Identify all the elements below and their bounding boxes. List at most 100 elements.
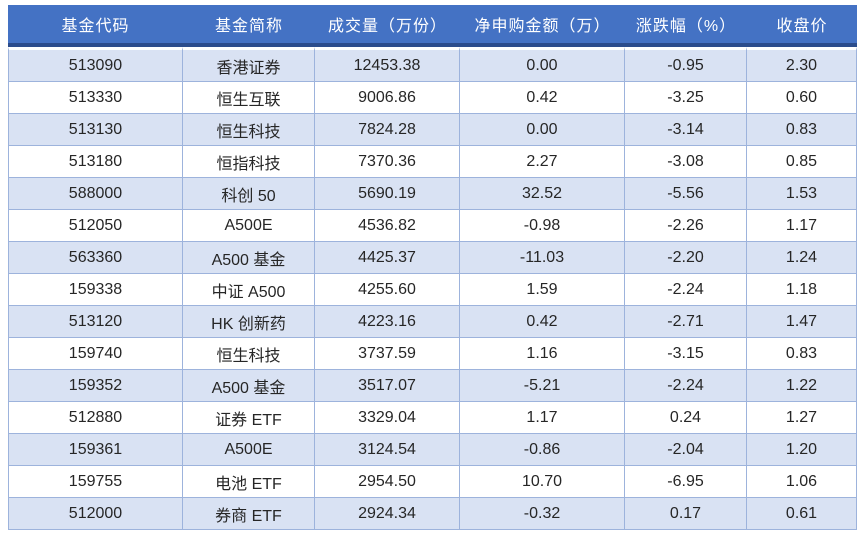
fund-name-cell: 恒生科技 <box>183 338 315 370</box>
fund-code-cell: 513330 <box>8 82 183 114</box>
fund-code-cell: 159352 <box>8 370 183 402</box>
change-pct-cell: -5.56 <box>625 178 747 210</box>
header-cell: 净申购金额（万） <box>460 5 625 47</box>
net-subscription-cell: -5.21 <box>460 370 625 402</box>
change-pct-cell: -2.04 <box>625 434 747 466</box>
fund-code-cell: 159755 <box>8 466 183 498</box>
fund-name-cell: A500E <box>183 434 315 466</box>
volume-cell: 3329.04 <box>315 402 460 434</box>
fund-data-table: 基金代码 基金简称 成交量（万份） 净申购金额（万） 涨跌幅（%） 收盘价 513090 香… <box>8 5 857 530</box>
net-subscription-cell: 0.42 <box>460 82 625 114</box>
close-price-cell: 0.61 <box>747 498 857 530</box>
fund-code-cell: 563360 <box>8 242 183 274</box>
net-subscription-cell: -0.86 <box>460 434 625 466</box>
table-row: 512050 A500E 4536.82 -0.98 -2.26 1.17 <box>8 210 857 242</box>
close-price-cell: 1.06 <box>747 466 857 498</box>
table-row: 513120 HK 创新药 4223.16 0.42 -2.71 1.47 <box>8 306 857 338</box>
net-subscription-cell: 1.17 <box>460 402 625 434</box>
close-price-cell: 1.20 <box>747 434 857 466</box>
fund-name-cell: HK 创新药 <box>183 306 315 338</box>
volume-cell: 3517.07 <box>315 370 460 402</box>
change-pct-cell: -3.14 <box>625 114 747 146</box>
change-pct-cell: -2.71 <box>625 306 747 338</box>
net-subscription-cell: 10.70 <box>460 466 625 498</box>
volume-cell: 4255.60 <box>315 274 460 306</box>
volume-cell: 9006.86 <box>315 82 460 114</box>
header-cell: 收盘价 <box>747 5 857 47</box>
table-row: 513180 恒指科技 7370.36 2.27 -3.08 0.85 <box>8 146 857 178</box>
fund-code-cell: 513130 <box>8 114 183 146</box>
fund-code-cell: 513090 <box>8 47 183 82</box>
fund-code-cell: 159361 <box>8 434 183 466</box>
volume-cell: 7824.28 <box>315 114 460 146</box>
change-pct-cell: -0.95 <box>625 47 747 82</box>
table-row: 512880 证券 ETF 3329.04 1.17 0.24 1.27 <box>8 402 857 434</box>
net-subscription-cell: 0.00 <box>460 114 625 146</box>
change-pct-cell: -2.20 <box>625 242 747 274</box>
volume-cell: 5690.19 <box>315 178 460 210</box>
volume-cell: 3737.59 <box>315 338 460 370</box>
fund-name-cell: A500 基金 <box>183 370 315 402</box>
net-subscription-cell: 32.52 <box>460 178 625 210</box>
fund-code-cell: 513120 <box>8 306 183 338</box>
change-pct-cell: -3.15 <box>625 338 747 370</box>
change-pct-cell: 0.17 <box>625 498 747 530</box>
volume-cell: 2954.50 <box>315 466 460 498</box>
table-row: 512000 券商 ETF 2924.34 -0.32 0.17 0.61 <box>8 498 857 530</box>
fund-code-cell: 512000 <box>8 498 183 530</box>
table-row: 159755 电池 ETF 2954.50 10.70 -6.95 1.06 <box>8 466 857 498</box>
fund-name-cell: A500E <box>183 210 315 242</box>
close-price-cell: 1.18 <box>747 274 857 306</box>
table-row: 588000 科创 50 5690.19 32.52 -5.56 1.53 <box>8 178 857 210</box>
net-subscription-cell: 0.00 <box>460 47 625 82</box>
close-price-cell: 1.27 <box>747 402 857 434</box>
volume-cell: 2924.34 <box>315 498 460 530</box>
net-subscription-cell: -0.98 <box>460 210 625 242</box>
fund-code-cell: 513180 <box>8 146 183 178</box>
volume-cell: 4223.16 <box>315 306 460 338</box>
header-cell: 基金代码 <box>8 5 183 47</box>
header-cell: 成交量（万份） <box>315 5 460 47</box>
table-row: 159361 A500E 3124.54 -0.86 -2.04 1.20 <box>8 434 857 466</box>
close-price-cell: 0.60 <box>747 82 857 114</box>
close-price-cell: 0.83 <box>747 338 857 370</box>
fund-name-cell: 恒指科技 <box>183 146 315 178</box>
fund-code-cell: 588000 <box>8 178 183 210</box>
change-pct-cell: 0.24 <box>625 402 747 434</box>
net-subscription-cell: 1.59 <box>460 274 625 306</box>
net-subscription-cell: 0.42 <box>460 306 625 338</box>
fund-code-cell: 512880 <box>8 402 183 434</box>
table-row: 563360 A500 基金 4425.37 -11.03 -2.20 1.24 <box>8 242 857 274</box>
net-subscription-cell: -0.32 <box>460 498 625 530</box>
volume-cell: 12453.38 <box>315 47 460 82</box>
net-subscription-cell: 1.16 <box>460 338 625 370</box>
table-body: 513090 香港证券 12453.38 0.00 -0.95 2.30 513330 恒生互… <box>8 47 857 530</box>
change-pct-cell: -2.24 <box>625 370 747 402</box>
close-price-cell: 0.85 <box>747 146 857 178</box>
fund-name-cell: 券商 ETF <box>183 498 315 530</box>
close-price-cell: 1.17 <box>747 210 857 242</box>
close-price-cell: 1.22 <box>747 370 857 402</box>
table-row: 513130 恒生科技 7824.28 0.00 -3.14 0.83 <box>8 114 857 146</box>
header-cell: 涨跌幅（%） <box>625 5 747 47</box>
close-price-cell: 1.47 <box>747 306 857 338</box>
change-pct-cell: -2.26 <box>625 210 747 242</box>
table-row: 513090 香港证券 12453.38 0.00 -0.95 2.30 <box>8 47 857 82</box>
fund-name-cell: 香港证券 <box>183 47 315 82</box>
fund-name-cell: 中证 A500 <box>183 274 315 306</box>
fund-name-cell: A500 基金 <box>183 242 315 274</box>
volume-cell: 4425.37 <box>315 242 460 274</box>
net-subscription-cell: 2.27 <box>460 146 625 178</box>
fund-name-cell: 恒生科技 <box>183 114 315 146</box>
table-row: 159352 A500 基金 3517.07 -5.21 -2.24 1.22 <box>8 370 857 402</box>
fund-name-cell: 科创 50 <box>183 178 315 210</box>
close-price-cell: 1.53 <box>747 178 857 210</box>
change-pct-cell: -3.25 <box>625 82 747 114</box>
close-price-cell: 0.83 <box>747 114 857 146</box>
header-cell: 基金简称 <box>183 5 315 47</box>
fund-code-cell: 512050 <box>8 210 183 242</box>
change-pct-cell: -2.24 <box>625 274 747 306</box>
fund-name-cell: 证券 ETF <box>183 402 315 434</box>
change-pct-cell: -3.08 <box>625 146 747 178</box>
net-subscription-cell: -11.03 <box>460 242 625 274</box>
